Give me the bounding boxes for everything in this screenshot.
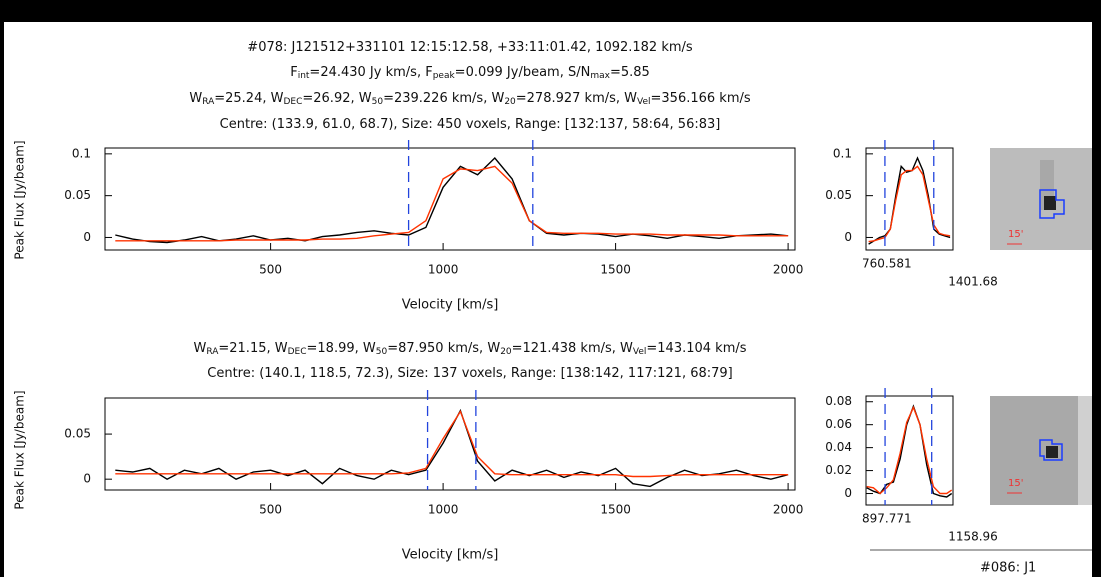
y-tick-label: 0.05: [825, 188, 852, 202]
header-line: WRA=25.24, WDEC=26.92, W50=239.226 km/s,…: [189, 91, 751, 107]
y-tick-label: 0.05: [64, 188, 91, 202]
scale-label: 15': [1008, 229, 1023, 240]
header-line: #078: J121512+331101 12:15:12.58, +33:11…: [247, 40, 693, 55]
plot-frame: [865, 147, 954, 251]
spectrum-line: [868, 165, 951, 243]
scale-label: 15': [1008, 478, 1023, 489]
text-segment: =18.99, W: [307, 341, 376, 356]
text-segment: =278.927 km/s, W: [516, 91, 637, 106]
y-tick-label: 0.06: [825, 417, 852, 431]
x-tick-label: 1500: [600, 263, 631, 277]
x-tick-label: 500: [259, 263, 282, 277]
spectrum-line: [868, 156, 951, 245]
text-segment: =87.950 km/s, W: [387, 341, 500, 356]
text-segment: =24.430 Jy km/s, F: [309, 65, 432, 80]
header-line: Centre: (133.9, 61.0, 68.7), Size: 450 v…: [220, 117, 721, 132]
subscript: 20: [500, 347, 512, 357]
subscript: max: [590, 71, 610, 81]
spectrum-line: [115, 409, 789, 478]
contour: [1039, 439, 1063, 461]
x-tick-label: 1000: [428, 503, 459, 517]
contour: [1039, 189, 1065, 219]
x-tick-label: 2000: [773, 263, 804, 277]
y-tick-label: 0.1: [833, 146, 852, 160]
text-segment: W: [193, 341, 206, 356]
thumbnail-source: [1044, 196, 1056, 210]
y-axis-label: Peak Flux [Jy/beam]: [13, 390, 27, 509]
subscript: Vel: [633, 347, 647, 357]
header-line: Fint=24.430 Jy km/s, Fpeak=0.099 Jy/beam…: [290, 65, 650, 81]
x-tick-label: 500: [259, 503, 282, 517]
subscript: peak: [433, 71, 456, 81]
subscript: RA: [206, 347, 219, 357]
text-segment: W: [189, 91, 202, 106]
text-segment: =356.166 km/s: [651, 91, 751, 106]
text-segment: Centre: (140.1, 118.5, 72.3), Size: 137 …: [207, 366, 733, 381]
spectrum-line: [115, 165, 789, 242]
y-tick-label: 0.05: [64, 427, 91, 441]
plot-frame: [104, 397, 796, 491]
y-tick-label: 0: [844, 486, 852, 500]
x-tick-label: 1500: [600, 503, 631, 517]
text-segment: #078: J121512+331101 12:15:12.58, +33:11…: [247, 40, 693, 55]
plot-frame: [865, 395, 954, 506]
header-line: Centre: (140.1, 118.5, 72.3), Size: 137 …: [207, 366, 733, 381]
x-tick-label: 1401.68: [948, 275, 998, 289]
y-tick-label: 0: [844, 230, 852, 244]
text-segment: =25.24, W: [214, 91, 283, 106]
text-segment: =26.92, W: [302, 91, 371, 106]
y-tick-label: 0.02: [825, 463, 852, 477]
y-tick-label: 0.04: [825, 440, 852, 454]
y-tick-label: 0.1: [72, 146, 91, 160]
text-segment: =0.099 Jy/beam, S/N: [455, 65, 591, 80]
header-line: WRA=21.15, WDEC=18.99, W50=87.950 km/s, …: [193, 341, 746, 357]
plot-frame: [104, 147, 796, 251]
x-tick-label: 760.581: [862, 257, 912, 271]
y-tick-label: 0: [83, 472, 91, 486]
subscript: 50: [376, 347, 388, 357]
y-tick-label: 0: [83, 230, 91, 244]
text-segment: =21.15, W: [218, 341, 287, 356]
text-segment: =239.226 km/s, W: [383, 91, 504, 106]
text-segment: =5.85: [610, 65, 650, 80]
subscript: DEC: [288, 347, 307, 357]
y-axis-label: Peak Flux [Jy/beam]: [13, 140, 27, 259]
text-segment: =143.104 km/s: [646, 341, 746, 356]
x-tick-label: 1000: [428, 263, 459, 277]
text-segment: F: [290, 65, 297, 80]
thumbnails: [990, 148, 1092, 505]
subscript: int: [298, 71, 310, 81]
x-axis-label: Velocity [km/s]: [402, 548, 499, 563]
subscript: 20: [504, 97, 516, 107]
thumbnail-source: [1046, 446, 1058, 458]
plot-panel: [4, 22, 1092, 577]
subscript: DEC: [283, 97, 302, 107]
panel-header: #078: J121512+331101 12:15:12.58, +33:11…: [189, 40, 751, 132]
subscript: RA: [202, 97, 215, 107]
subscript: Vel: [637, 97, 651, 107]
spectrum-line: [866, 405, 953, 495]
y-tick-label: 0.08: [825, 394, 852, 408]
x-tick-label: 2000: [773, 503, 804, 517]
x-tick-label: 1158.96: [948, 530, 998, 544]
text-segment: Centre: (133.9, 61.0, 68.7), Size: 450 v…: [220, 117, 721, 132]
x-axis-label: Velocity [km/s]: [402, 298, 499, 313]
text-segment: =121.438 km/s, W: [512, 341, 633, 356]
subscript: 50: [372, 97, 384, 107]
thumbnail: [990, 396, 1092, 505]
thumbnail-pixels: [1078, 396, 1092, 505]
x-tick-label: 897.771: [862, 512, 912, 526]
next-title: #086: J1: [980, 561, 1036, 576]
panel-header: WRA=21.15, WDEC=18.99, W50=87.950 km/s, …: [193, 341, 746, 381]
